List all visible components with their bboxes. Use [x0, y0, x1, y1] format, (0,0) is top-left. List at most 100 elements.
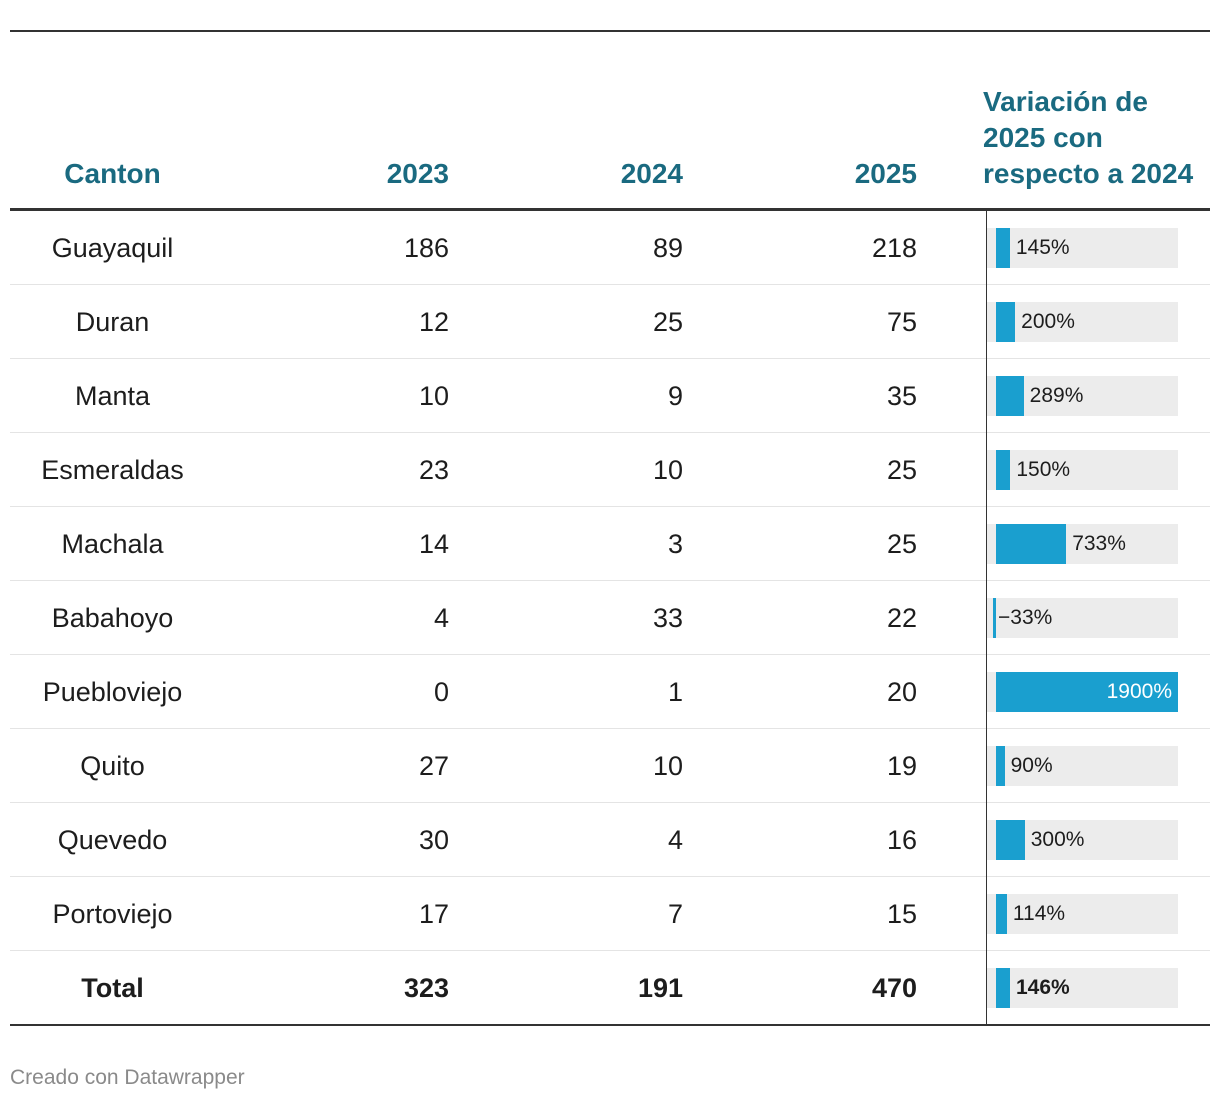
variation-bar: [996, 376, 1024, 416]
cell-2025: 218: [871, 233, 917, 263]
cell-canton: Duran: [75, 307, 150, 337]
cell-canton: Babahoyo: [51, 603, 174, 633]
cell-2024: 10: [652, 455, 683, 485]
table-row: Machala 14 3 25 733%: [10, 507, 1210, 581]
table-row: Duran 12 25 75 200%: [10, 285, 1210, 359]
variation-bar-cell: 1900%: [987, 672, 1178, 712]
variation-bar: [996, 450, 1011, 490]
header-2023[interactable]: 2023: [386, 158, 449, 189]
cell-2024: 25: [652, 307, 683, 337]
bar-zero-line: [986, 211, 987, 1026]
variation-label: −33%: [998, 606, 1053, 629]
variation-bar-cell: 200%: [987, 302, 1178, 342]
table-row: Guayaquil 186 89 218 145%: [10, 211, 1210, 285]
cell-canton: Manta: [74, 381, 151, 411]
cell-2023: 27: [418, 751, 449, 781]
variation-bar: [996, 302, 1016, 342]
cell-canton: Puebloviejo: [42, 677, 183, 707]
variation-bar-cell: 289%: [987, 376, 1178, 416]
variation-bar: [996, 524, 1067, 564]
cell-2025: 20: [886, 677, 917, 707]
header-canton[interactable]: Canton: [64, 158, 161, 189]
variation-bar: [996, 672, 1178, 712]
variation-bar-cell: 733%: [987, 524, 1178, 564]
variation-bar-cell: 146%: [987, 968, 1178, 1008]
cell-2025: 35: [886, 381, 917, 411]
cell-2023: 323: [403, 973, 449, 1003]
table-total-row: Total 323 191 470 146%: [10, 951, 1210, 1025]
variation-label: 200%: [1021, 310, 1075, 333]
variation-bar-cell: 150%: [987, 450, 1178, 490]
table-body: Guayaquil 186 89 218 145% Duran 12 25 75 200% Mant…: [10, 211, 1210, 1025]
variation-bar-cell: −33%: [987, 598, 1178, 638]
cell-2025: 19: [886, 751, 917, 781]
cell-2023: 23: [418, 455, 449, 485]
cell-2024: 33: [652, 603, 683, 633]
variation-label: 300%: [1030, 828, 1085, 851]
cell-canton: Portoviejo: [52, 899, 173, 929]
variation-bar: [996, 894, 1007, 934]
cell-2025: 25: [886, 529, 917, 559]
variation-label: 289%: [1029, 384, 1084, 407]
table-row: Babahoyo 4 33 22 −33%: [10, 581, 1210, 655]
variation-label: 90%: [1010, 754, 1053, 777]
cell-2025: 25: [886, 455, 917, 485]
cell-2025: 75: [886, 307, 917, 337]
table-top-rule: [10, 30, 1210, 32]
cell-2025: 15: [886, 899, 917, 929]
header-variation[interactable]: Variación de 2025 con respecto a 2024: [983, 86, 1194, 189]
variation-bar: [996, 746, 1005, 786]
cell-canton: Quevedo: [57, 825, 168, 855]
cell-2023: 12: [418, 307, 449, 337]
cell-2023: 30: [418, 825, 449, 855]
cell-2024: 191: [637, 973, 683, 1003]
cell-2024: 1: [667, 677, 683, 707]
variation-label: 114%: [1012, 902, 1066, 925]
table-row: Portoviejo 17 7 15 114%: [10, 877, 1210, 951]
header-2025[interactable]: 2025: [854, 158, 917, 189]
variation-bar: [996, 228, 1010, 268]
cell-2025: 22: [886, 603, 917, 633]
table-bottom-rule: [10, 1024, 1210, 1026]
variation-label: 146%: [1015, 976, 1070, 999]
cell-canton: Quito: [80, 751, 145, 781]
cell-2024: 10: [652, 751, 683, 781]
cell-2023: 0: [433, 677, 449, 707]
header-2024[interactable]: 2024: [620, 158, 683, 189]
cell-2024: 3: [667, 529, 683, 559]
variation-bar-cell: 90%: [987, 746, 1178, 786]
table-row: Manta 10 9 35 289%: [10, 359, 1210, 433]
cell-canton: Esmeraldas: [41, 455, 184, 485]
table-row: Quevedo 30 4 16 300%: [10, 803, 1210, 877]
variation-label: 1900%: [1106, 680, 1172, 703]
cell-2025: 16: [886, 825, 917, 855]
variation-label: 733%: [1072, 532, 1126, 555]
variation-label: 150%: [1016, 458, 1071, 481]
header-rule: [10, 208, 1210, 211]
variation-label: 145%: [1015, 236, 1070, 259]
cell-canton: Guayaquil: [51, 233, 174, 263]
cell-2023: 186: [403, 233, 449, 263]
cell-2024: 89: [652, 233, 683, 263]
cell-2023: 4: [433, 603, 449, 633]
cell-2023: 14: [418, 529, 449, 559]
table-header: Canton 2023 2024 2025 Variación de 2025 …: [10, 32, 1210, 208]
table-row: Quito 27 10 19 90%: [10, 729, 1210, 803]
variation-bar-cell: 300%: [987, 820, 1178, 860]
cell-2024: 9: [667, 381, 683, 411]
variation-bar: [996, 820, 1025, 860]
cell-2024: 7: [667, 899, 683, 929]
cell-2024: 4: [667, 825, 683, 855]
table-row: Esmeraldas 23 10 25 150%: [10, 433, 1210, 507]
variation-bar: [992, 598, 996, 638]
table-row: Puebloviejo 0 1 20 1900%: [10, 655, 1210, 729]
datawrapper-credit[interactable]: Creado con Datawrapper: [10, 1066, 245, 1089]
cell-canton: Machala: [61, 529, 164, 559]
cell-2023: 10: [418, 381, 449, 411]
cell-2025: 470: [871, 973, 917, 1003]
cell-2023: 17: [418, 899, 449, 929]
variation-bar: [996, 968, 1010, 1008]
variation-bar-cell: 114%: [987, 894, 1178, 934]
cell-canton: Total: [81, 973, 144, 1003]
variation-bar-cell: 145%: [987, 228, 1178, 268]
